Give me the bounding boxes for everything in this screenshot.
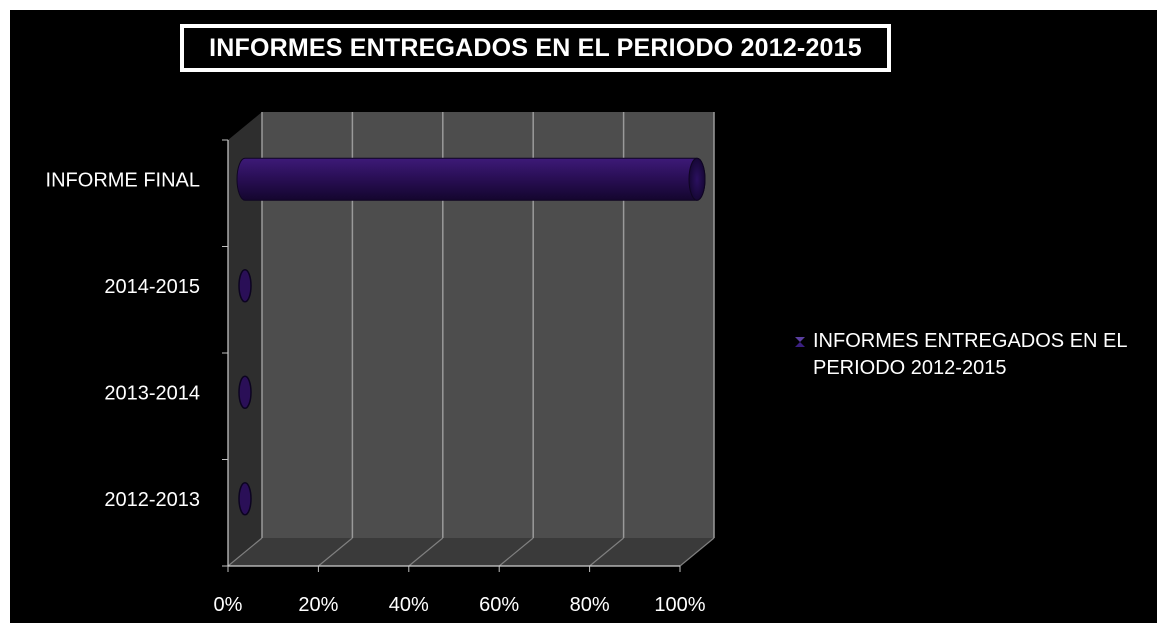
bar	[238, 482, 252, 516]
x-tick-label: 100%	[654, 594, 705, 616]
x-tick-label: 20%	[298, 594, 338, 616]
y-category-label: INFORME FINAL	[46, 169, 200, 191]
floor	[228, 538, 714, 566]
x-tick-label: 0%	[214, 594, 243, 616]
legend: INFORMES ENTREGADOS EN EL PERIODO 2012-2…	[795, 328, 1155, 382]
y-category-label: 2014-2015	[104, 276, 200, 298]
chart-title-box: INFORMES ENTREGADOS EN EL PERIODO 2012-2…	[180, 24, 891, 72]
bar	[238, 269, 252, 303]
gridline-floor	[498, 537, 534, 567]
bar-end-cap	[688, 157, 706, 201]
legend-swatch-icon	[795, 337, 805, 347]
gridline-floor	[318, 537, 353, 567]
legend-label: INFORMES ENTREGADOS EN EL PERIODO 2012-2…	[813, 330, 1127, 379]
x-tick-label: 60%	[479, 594, 519, 616]
chart-title: INFORMES ENTREGADOS EN EL PERIODO 2012-2…	[209, 33, 862, 62]
gridline-floor	[589, 537, 624, 567]
gridline-floor	[408, 537, 444, 567]
y-category-label: 2013-2014	[104, 382, 200, 404]
x-tick-label: 40%	[389, 594, 429, 616]
gridline-floor	[227, 537, 263, 567]
bar	[236, 157, 706, 201]
side-wall	[228, 112, 262, 566]
y-category-label: 2012-2013	[104, 489, 200, 511]
gridline-floor	[679, 537, 715, 567]
bar	[238, 375, 252, 409]
x-tick-label: 80%	[570, 594, 610, 616]
